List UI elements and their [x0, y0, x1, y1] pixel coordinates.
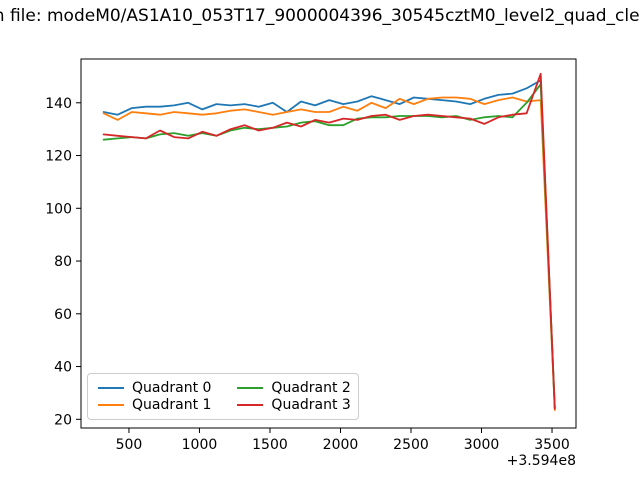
legend-line-icon-quadrant-2	[237, 386, 264, 389]
x-tick-label: 2500	[393, 437, 429, 453]
x-tick-label: 3000	[464, 437, 500, 453]
series-line-quadrant-0	[102, 79, 556, 409]
series-line-quadrant-2	[102, 83, 556, 410]
axes-spines	[80, 58, 577, 429]
legend: Quadrant 0 Quadrant 1 Quadrant 2 Quadran…	[87, 373, 359, 420]
legend-line-icon-quadrant-3	[237, 404, 264, 407]
legend-line-icon-quadrant-1	[98, 404, 124, 407]
legend-label-quadrant-3: Quadrant 3	[271, 397, 351, 414]
legend-entry-quadrant-1: Quadrant 1	[98, 397, 211, 413]
x-axis-offset-label: +3.594e8	[506, 453, 576, 469]
x-tick-label: 1500	[252, 437, 288, 453]
legend-label-quadrant-0: Quadrant 0	[132, 379, 212, 396]
x-tick-label: 1000	[182, 437, 218, 453]
series-line-quadrant-3	[102, 72, 556, 410]
y-tick-label: 140	[45, 96, 72, 112]
y-tick-label: 40	[54, 360, 72, 376]
series-line-quadrant-1	[102, 96, 556, 412]
legend-entry-quadrant-0: Quadrant 0	[98, 380, 211, 396]
legend-line-icon-quadrant-0	[98, 386, 124, 389]
x-tick-label: 500	[116, 437, 143, 453]
legend-label-quadrant-1: Quadrant 1	[132, 397, 212, 414]
y-tick-label: 20	[54, 412, 72, 428]
legend-entry-quadrant-2: Quadrant 2	[237, 379, 351, 396]
y-tick-label: 80	[54, 254, 72, 270]
y-tick-label: 60	[54, 307, 72, 323]
legend-label-quadrant-2: Quadrant 2	[271, 379, 351, 396]
chart-title: m file: modeM0/AS1A10_053T17_9000004396_…	[0, 6, 640, 26]
x-tick-label: 3500	[534, 437, 570, 453]
y-tick-label: 120	[45, 149, 72, 165]
y-tick-label: 100	[45, 201, 72, 217]
x-tick-label: 2000	[323, 437, 359, 453]
legend-entry-quadrant-3: Quadrant 3	[237, 397, 351, 414]
